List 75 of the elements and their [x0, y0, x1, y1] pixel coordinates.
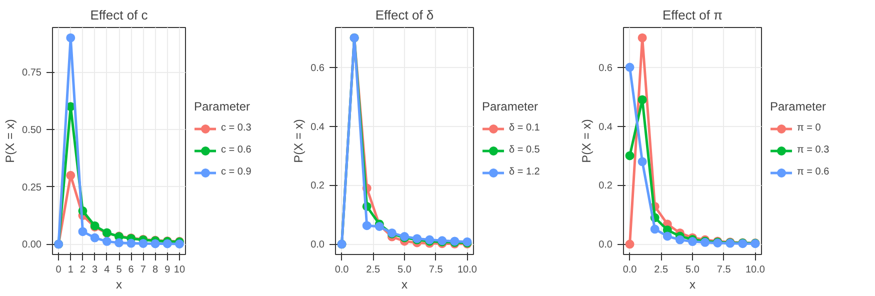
x-tick-label: 8 — [152, 264, 158, 276]
point — [625, 151, 634, 160]
x-tick-label: 5.0 — [686, 264, 700, 276]
legend-label: δ = 1.2 — [509, 166, 540, 178]
x-tick-label: 1 — [68, 264, 74, 276]
legend-label: δ = 0.1 — [509, 122, 540, 134]
point — [162, 239, 172, 248]
point — [90, 233, 100, 242]
y-tick-label: 0.50 — [22, 125, 42, 136]
x-tick-label: 4 — [104, 264, 110, 276]
point — [638, 33, 647, 42]
legend-label: π = 0.3 — [797, 144, 830, 156]
y-tick-label: 0.4 — [310, 122, 325, 133]
x-axis-title: x — [690, 278, 696, 292]
point — [138, 239, 148, 248]
y-tick-label: 0.0 — [310, 240, 325, 251]
legend-label: π = 0.6 — [797, 166, 830, 178]
point — [66, 170, 76, 180]
x-tick-label: 7.5 — [428, 264, 444, 276]
x-tick-label: 2.5 — [366, 264, 381, 276]
x-tick-label: 7 — [140, 264, 146, 276]
y-tick-label: 0.6 — [310, 62, 325, 74]
point — [66, 33, 76, 42]
point — [150, 239, 160, 248]
x-tick-label: 10.0 — [745, 264, 766, 276]
legend-title: Parameter — [194, 99, 252, 113]
x-tick-label: 2.5 — [654, 264, 669, 276]
y-tick-label: 0.2 — [598, 180, 613, 192]
x-tick-label: 9 — [164, 264, 171, 276]
x-tick-label: 10.0 — [457, 264, 478, 276]
legend-label: c = 0.3 — [221, 122, 252, 134]
point — [662, 232, 672, 241]
y-axis-title: P(X = x) — [3, 119, 18, 163]
point — [650, 224, 660, 234]
point — [625, 62, 634, 72]
point — [638, 157, 647, 166]
y-tick-label: 0.4 — [598, 122, 613, 133]
x-tick-label: 0 — [56, 264, 62, 276]
point — [78, 227, 88, 236]
y-tick-label: 0.25 — [22, 182, 42, 194]
x-tick-label: 0.0 — [334, 264, 350, 276]
legend-title: Parameter — [770, 99, 828, 113]
x-tick-label: 3 — [92, 264, 98, 276]
y-axis-title: P(X = x) — [580, 119, 594, 163]
x-tick-label: 6 — [128, 264, 134, 276]
point — [688, 237, 697, 246]
x-tick-label: 5.0 — [398, 264, 412, 276]
x-tick-label: 2 — [80, 264, 86, 276]
x-axis-title: x — [116, 278, 122, 292]
x-tick-label: 5 — [116, 264, 122, 276]
point — [114, 238, 124, 248]
point — [625, 240, 634, 249]
point — [362, 221, 372, 230]
y-axis-title: P(X = x) — [292, 119, 306, 163]
legend-label: c = 0.6 — [221, 144, 252, 156]
chart-title: Effect of δ — [375, 8, 434, 22]
x-tick-label: 10 — [174, 264, 186, 276]
point — [102, 236, 112, 246]
y-tick-label: 0.2 — [310, 180, 325, 192]
point — [126, 238, 136, 248]
x-axis-title: x — [402, 278, 408, 292]
x-tick-label: 7.5 — [716, 264, 732, 276]
y-tick-label: 0.0 — [598, 240, 613, 251]
y-tick-label: 0.6 — [598, 62, 613, 74]
chart-title: Effect of c — [90, 8, 148, 22]
point — [675, 235, 684, 244]
x-tick-label: 0.0 — [622, 264, 638, 276]
y-tick-label: 0.00 — [22, 240, 42, 251]
point — [638, 95, 647, 104]
legend-label: π = 0 — [797, 122, 821, 134]
legend-title: Parameter — [482, 99, 540, 113]
y-tick-label: 0.75 — [22, 68, 42, 79]
legend-label: c = 0.9 — [221, 166, 252, 178]
chart-title: Effect of π — [662, 8, 723, 22]
legend-label: δ = 0.5 — [509, 144, 540, 156]
